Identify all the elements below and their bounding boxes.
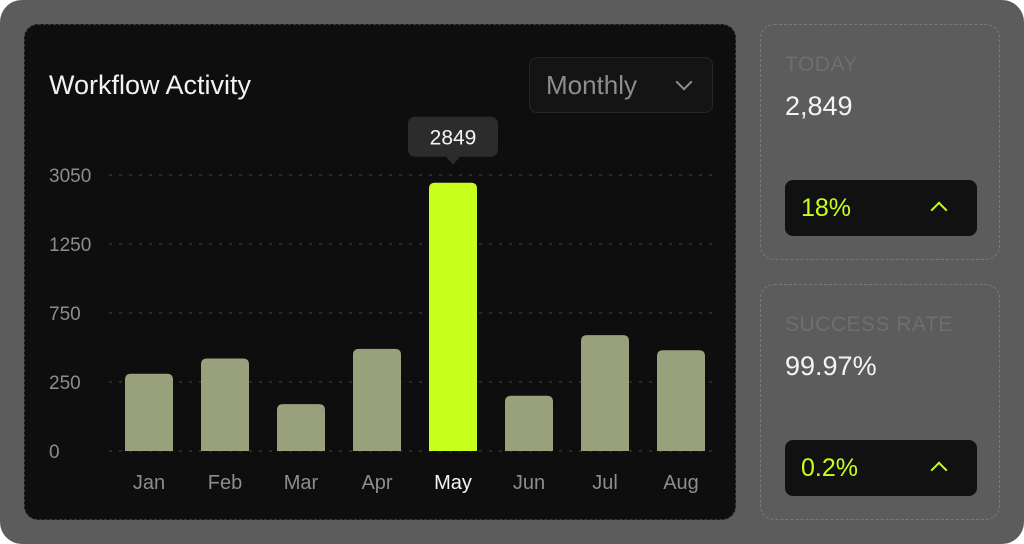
y-tick-label: 750 <box>49 304 81 325</box>
y-tick-label: 0 <box>49 442 60 463</box>
success-rate-change-value: 0.2% <box>801 454 858 482</box>
chart-title: Workflow Activity <box>49 70 252 100</box>
x-tick-label: Feb <box>208 472 242 494</box>
y-tick-label: 250 <box>49 373 81 394</box>
y-tick-label: 1250 <box>49 235 91 256</box>
tooltip-pointer <box>446 156 460 165</box>
period-select-value: Monthly <box>546 69 638 100</box>
today-change-value: 18% <box>801 194 852 222</box>
period-select[interactable]: Monthly <box>529 57 713 113</box>
success-rate-value: 99.97% <box>785 351 877 381</box>
bar-jun[interactable] <box>505 395 553 451</box>
x-tick-label: Aug <box>663 472 699 494</box>
x-tick-label: Jul <box>592 472 618 494</box>
x-tick-label: Jan <box>133 472 165 494</box>
bar-apr[interactable] <box>353 348 401 451</box>
today-stat-card: TODAY 2,849 18% <box>760 24 1000 260</box>
today-value: 2,849 <box>785 91 853 121</box>
x-tick-label: Mar <box>284 472 319 494</box>
x-tick-label: May <box>434 472 472 494</box>
chevron-up-icon <box>930 461 948 479</box>
workflow-activity-card: Workflow Activity Monthly 0 250 750 1250 305… <box>24 24 736 520</box>
success-rate-stat-card: SUCCESS RATE 99.97% 0.2% <box>760 284 1000 520</box>
bar-chart: 0 250 750 1250 3050 Jan Feb Mar Apr May 2849 Jun Jul… <box>49 116 715 494</box>
bar-aug[interactable] <box>657 350 705 451</box>
today-change-badge: 18% <box>785 180 977 236</box>
bar-may[interactable] <box>429 182 477 451</box>
bar-jul[interactable] <box>581 335 629 451</box>
bar-jan[interactable] <box>125 373 173 451</box>
tooltip-value: 2849 <box>430 127 477 150</box>
x-tick-label: Jun <box>513 472 545 494</box>
bar-mar[interactable] <box>277 404 325 451</box>
bar-feb[interactable] <box>201 358 249 451</box>
today-label: TODAY <box>785 53 858 76</box>
success-rate-change-badge: 0.2% <box>785 440 977 496</box>
success-rate-label: SUCCESS RATE <box>785 313 953 336</box>
y-tick-label: 3050 <box>49 166 91 187</box>
tooltip-box <box>408 116 498 157</box>
chevron-up-icon <box>930 201 948 219</box>
x-tick-label: Apr <box>361 472 392 494</box>
